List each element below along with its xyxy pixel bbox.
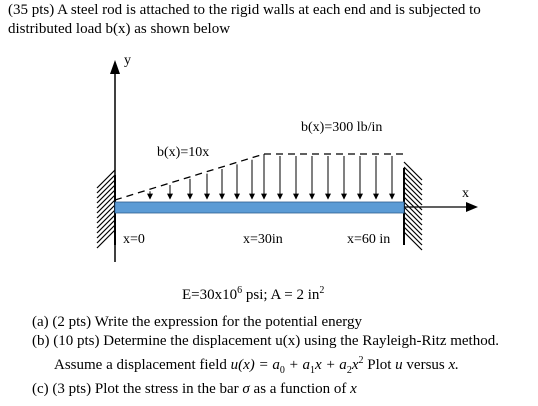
part-b: (b) (10 pts) Determine the displacement … [32,333,499,349]
load-arrows [147,156,395,200]
x-axis-arrowhead [466,202,478,212]
load-left-label: b(x)=10x [157,145,209,160]
question-parts: (a) (2 pts) Write the expression for the… [32,313,532,399]
load-right-label: b(x)=300 lb/in [301,120,382,135]
part-a: (a) (2 pts) Write the expression for the… [32,314,362,330]
problem-statement: (35 pts) A steel rod is attached to the … [8,2,481,37]
load-ramp-line [114,153,265,201]
position-mid-label: x=30in [243,232,283,247]
part-b-continued: Assume a displacement field u(x) = a0 + … [54,355,459,376]
position-left-label: x=0 [123,232,145,247]
material-properties: E=30x106 psi; A = 2 in2 [182,285,325,303]
position-right-label: x=60 in [347,232,390,247]
steel-rod [114,201,405,214]
left-wall [96,169,116,249]
right-wall [403,161,423,251]
x-axis-label: x [462,186,469,201]
y-axis-arrowhead [110,60,120,74]
y-axis-label: y [124,53,131,68]
part-c: (c) (3 pts) Plot the stress in the bar σ… [32,381,357,397]
